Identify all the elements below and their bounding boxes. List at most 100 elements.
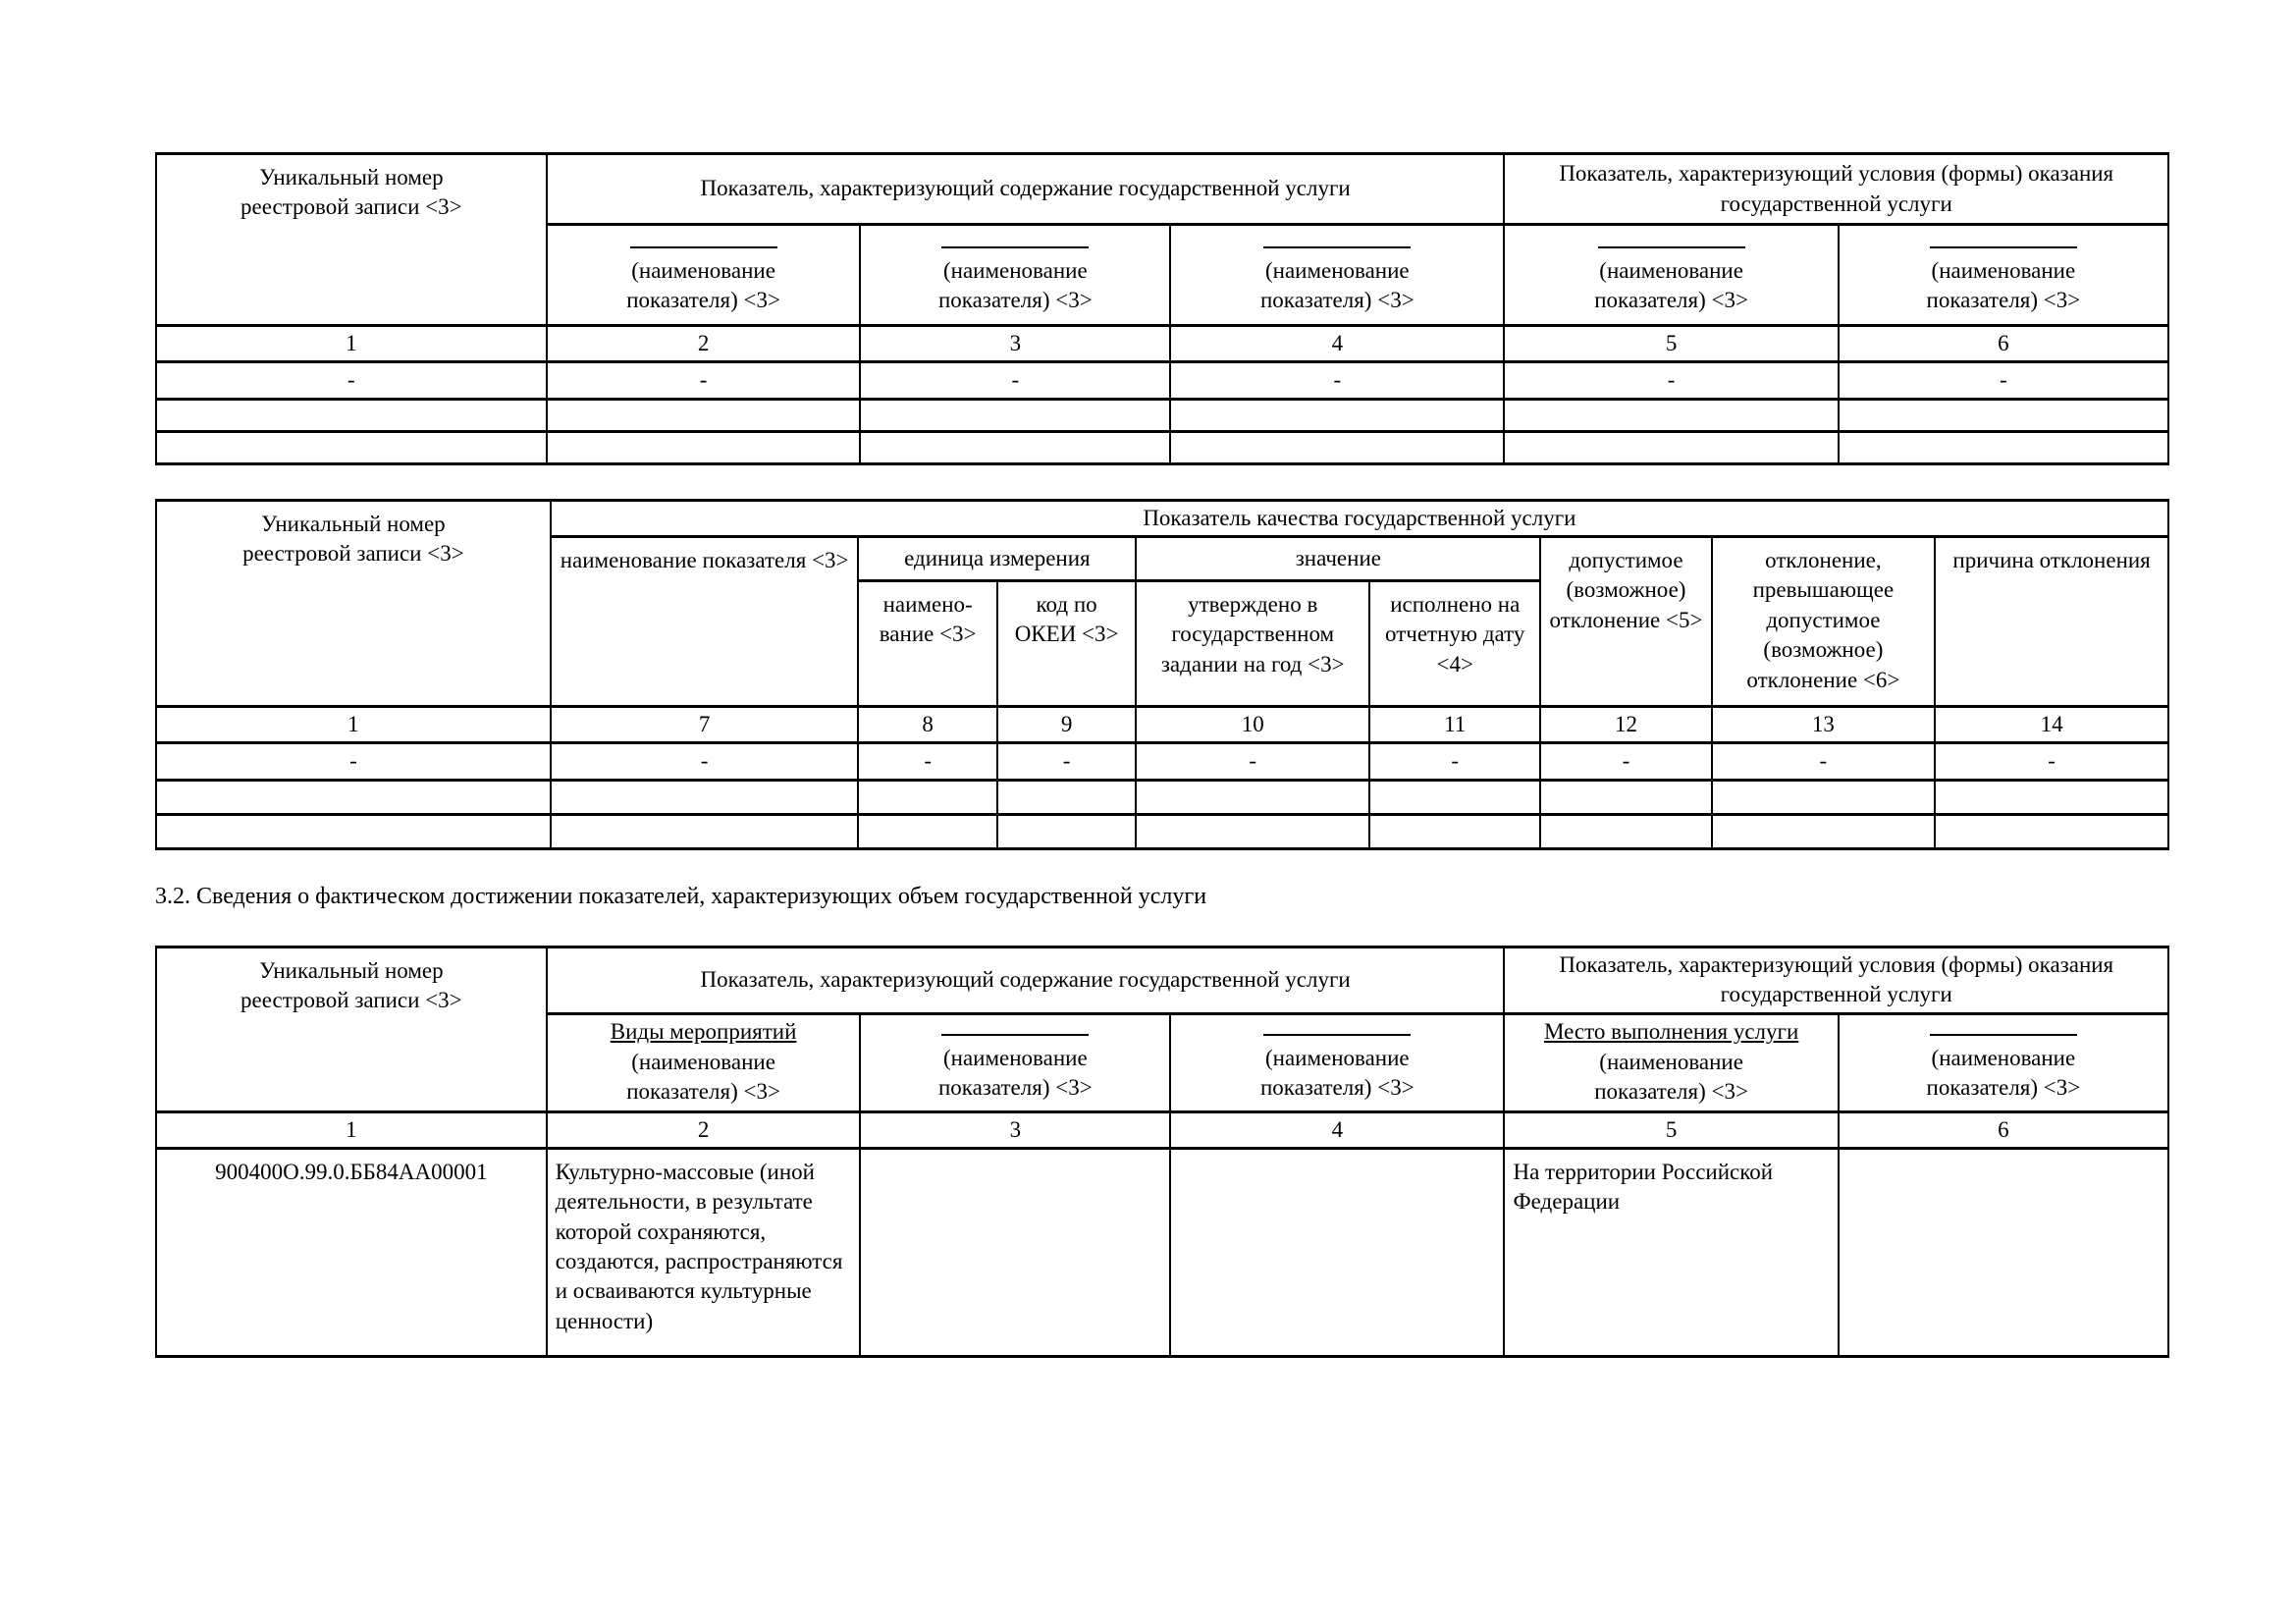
table-cell bbox=[1503, 397, 1840, 433]
table-row: 900400О.99.0.ББ84АА00001 Культурно-массо… bbox=[155, 1146, 2170, 1358]
registry-number-header-label: Уникальный номер реестровой записи <3> bbox=[240, 957, 462, 1013]
executed-value-header: исполнено на отчетную дату <4> bbox=[1368, 579, 1542, 709]
exceeding-deviation-header: отклонение, превышающее допустимое (возм… bbox=[1710, 535, 1937, 709]
table-cell bbox=[1503, 429, 1840, 465]
indicator-name-caption: (наименование показателя) <3> bbox=[626, 1049, 780, 1105]
table-cell bbox=[155, 778, 552, 816]
indicator-name-subheader: (наименование показателя) <3> bbox=[1503, 223, 1840, 327]
registry-number-cell: 900400О.99.0.ББ84АА00001 bbox=[155, 1146, 548, 1358]
column-number: 3 bbox=[859, 1110, 1172, 1150]
table-cell bbox=[1169, 429, 1506, 465]
registry-number-header: Уникальный номер реестровой записи <3> bbox=[155, 498, 552, 709]
table-cell bbox=[155, 429, 548, 465]
indicator-name-subheader: (наименование показателя) <3> bbox=[1169, 1011, 1506, 1113]
service-quality-indicators-table: Уникальный номер реестровой записи <3> П… bbox=[155, 498, 2170, 850]
table-cell: - bbox=[549, 741, 860, 782]
table-cell bbox=[1934, 778, 2169, 816]
indicator-name-subheader: (наименование показателя) <3> bbox=[1837, 223, 2170, 327]
indicator-name-subheader: (наименование показателя) <3> bbox=[859, 1011, 1172, 1113]
event-types-subheader: Виды мероприятий (наименование показател… bbox=[545, 1011, 862, 1113]
deviation-reason-header: причина отклонения bbox=[1934, 535, 2169, 709]
table-row bbox=[155, 778, 2169, 816]
column-number: 10 bbox=[1135, 705, 1371, 745]
indicator-name-caption: (наименование показателя) <3> bbox=[1259, 1045, 1415, 1101]
conditions-group-header: Показатель, характеризующий условия (фор… bbox=[1503, 945, 2169, 1015]
table-cell bbox=[549, 812, 860, 850]
spacer bbox=[155, 465, 2169, 499]
document-page: Уникальный номер реестровой записи <3> П… bbox=[155, 152, 2170, 1358]
blank-line bbox=[629, 235, 777, 248]
blank-line bbox=[1597, 235, 1745, 248]
table-cell: - bbox=[155, 360, 548, 401]
column-number: 5 bbox=[1503, 1110, 1840, 1150]
table-cell bbox=[1934, 812, 2169, 850]
column-number: 12 bbox=[1539, 705, 1713, 745]
table-cell bbox=[995, 812, 1138, 850]
column-numbers-row: 1 2 3 4 5 6 bbox=[155, 1110, 2170, 1150]
table-cell bbox=[859, 397, 1172, 433]
indicator-name-caption: (наименование показателя) <3> bbox=[626, 257, 780, 312]
column-number: 14 bbox=[1934, 705, 2169, 745]
table-cell bbox=[549, 778, 860, 816]
table-cell bbox=[995, 778, 1138, 816]
table-cell: - bbox=[1539, 741, 1713, 782]
table-cell bbox=[859, 429, 1172, 465]
indicator-name-caption: (наименование показателя) <3> bbox=[937, 1045, 1093, 1101]
condition-indicator-cell: На территории Российской Федерации bbox=[1503, 1146, 1840, 1358]
table-row: - - - - - - bbox=[155, 360, 2170, 401]
indicator-name-subheader: (наименование показателя) <3> bbox=[859, 223, 1172, 327]
table-cell bbox=[1135, 812, 1371, 850]
blank-line bbox=[1263, 235, 1412, 248]
column-number: 8 bbox=[857, 705, 998, 745]
content-group-header: Показатель, характеризующий содержание г… bbox=[545, 945, 1506, 1015]
column-number: 13 bbox=[1710, 705, 1937, 745]
indicator-name-subheader: (наименование показателя) <3> bbox=[1169, 223, 1506, 327]
service-content-conditions-table: Уникальный номер реестровой записи <3> П… bbox=[155, 152, 2170, 465]
service-place-subheader: Место выполнения услуги (наименование по… bbox=[1503, 1011, 1840, 1113]
table-cell: - bbox=[1710, 741, 1937, 782]
column-number: 11 bbox=[1368, 705, 1542, 745]
table-row bbox=[155, 397, 2170, 433]
column-number: 4 bbox=[1169, 1110, 1506, 1150]
event-types-label: Виды мероприятий bbox=[610, 1019, 797, 1045]
table-cell bbox=[155, 812, 552, 850]
column-number: 1 bbox=[155, 323, 548, 364]
indicator-name-caption: (наименование показателя) <3> bbox=[1594, 257, 1748, 312]
service-volume-indicators-table: Уникальный номер реестровой записи <3> П… bbox=[155, 945, 2170, 1358]
column-number: 6 bbox=[1837, 323, 2170, 364]
table-cell bbox=[1135, 778, 1371, 816]
table-cell bbox=[1710, 812, 1937, 850]
column-numbers-row: 1 2 3 4 5 6 bbox=[155, 323, 2170, 364]
table-cell: - bbox=[859, 360, 1172, 401]
column-numbers-row: 1 7 8 9 10 11 12 13 14 bbox=[155, 705, 2169, 745]
approved-value-header: утверждено в государственном задании на … bbox=[1135, 579, 1371, 709]
conditions-group-header: Показатель, характеризующий условия (фор… bbox=[1503, 152, 2169, 226]
blank-line bbox=[1263, 1022, 1412, 1036]
table-cell bbox=[155, 397, 548, 433]
column-number: 1 bbox=[155, 1110, 548, 1150]
table-cell bbox=[1837, 429, 2170, 465]
unit-of-measure-header: единица измерения bbox=[857, 535, 1138, 583]
value-header: значение bbox=[1135, 535, 1542, 583]
table-cell: - bbox=[1934, 741, 2169, 782]
table-cell bbox=[1368, 812, 1542, 850]
table-cell: - bbox=[1503, 360, 1840, 401]
column-number: 9 bbox=[995, 705, 1138, 745]
indicator-name-header: наименование показателя <3> bbox=[549, 535, 860, 709]
table-row bbox=[155, 429, 2170, 465]
indicator-name-caption: (наименование показателя) <3> bbox=[1926, 1045, 2081, 1101]
table-cell bbox=[545, 429, 862, 465]
indicator-name-caption: (наименование показателя) <3> bbox=[1594, 1049, 1748, 1105]
table-cell: - bbox=[1837, 360, 2170, 401]
table-row bbox=[155, 812, 2169, 850]
content-indicator-cell bbox=[1169, 1146, 1506, 1358]
indicator-name-caption: (наименование показателя) <3> bbox=[1926, 257, 2081, 312]
okei-code-header: код по ОКЕИ <3> bbox=[995, 579, 1138, 709]
blank-line bbox=[1929, 1022, 2077, 1036]
column-number: 5 bbox=[1503, 323, 1840, 364]
service-place-label: Место выполнения услуги bbox=[1543, 1019, 1799, 1045]
column-number: 3 bbox=[859, 323, 1172, 364]
table-cell bbox=[1368, 778, 1542, 816]
table-cell: - bbox=[857, 741, 998, 782]
table-cell bbox=[1539, 778, 1713, 816]
